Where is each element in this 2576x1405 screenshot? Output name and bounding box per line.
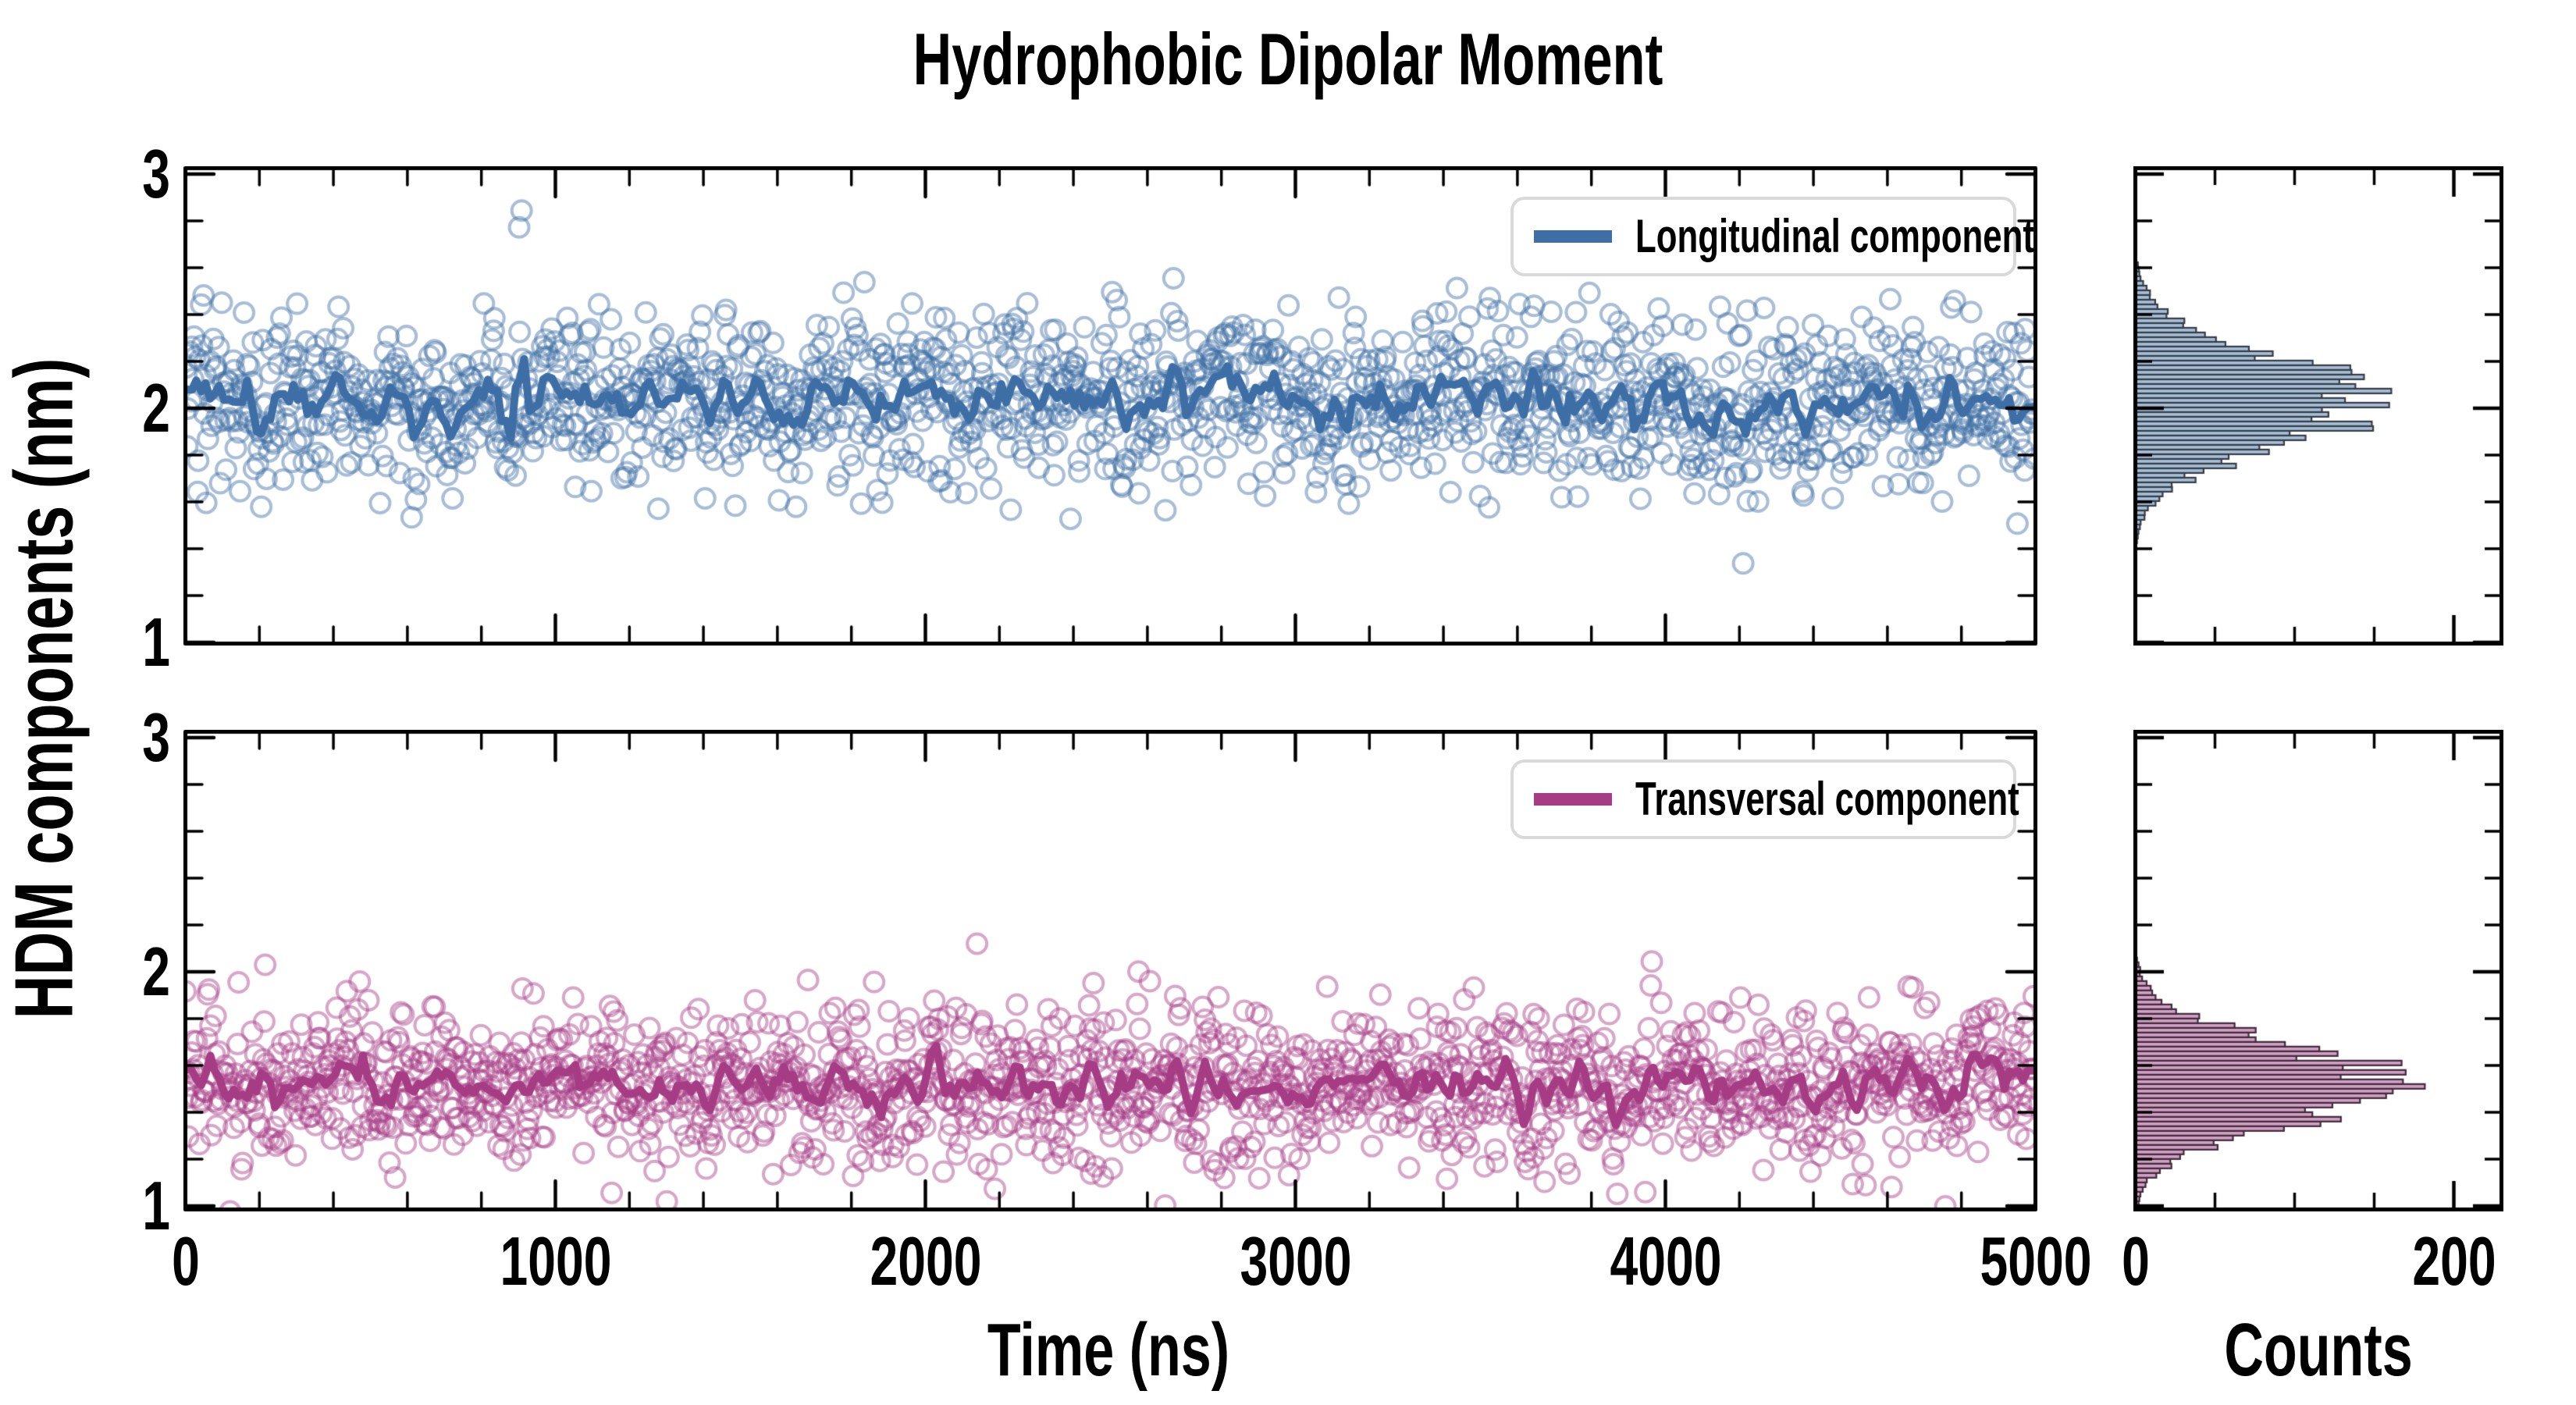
x-tick-label-5000-text: 5000 (1980, 1222, 2091, 1300)
x-tick-label-1000: 1000 (479, 1227, 632, 1296)
transversal-histogram-panel (2133, 730, 2503, 1211)
y-tick-label-bottom-1: 1 (132, 1172, 170, 1240)
chart-title-text: Hydrophobic Dipolar Moment (913, 18, 1663, 100)
y-tick-label-bottom-2-text: 2 (142, 933, 170, 1010)
longitudinal-histogram-canvas (2133, 166, 2503, 646)
x-tick-label-3000-text: 3000 (1240, 1222, 1351, 1300)
y-tick-label-top-2-text: 2 (142, 369, 170, 446)
counts-tick-label-200-text: 200 (2411, 1222, 2496, 1300)
legend-label-transversal: Transversal component (1635, 773, 2019, 825)
counts-axis-label: Counts (2224, 1308, 2413, 1392)
legend-swatch-transversal (1534, 793, 1612, 806)
y-tick-label-top-3: 3 (132, 140, 170, 208)
y-tick-label-top-1: 1 (132, 608, 170, 677)
y-axis-label: HDM components (nm) (0, 357, 91, 1019)
counts-tick-label-200: 200 (2396, 1227, 2511, 1296)
x-tick-label-4000-text: 4000 (1610, 1222, 1721, 1300)
legend-label-longitudinal: Longitudinal component (1635, 210, 2034, 262)
legend-longitudinal: Longitudinal component (1510, 197, 2034, 276)
longitudinal-histogram-panel (2133, 166, 2503, 646)
x-tick-label-2000-text: 2000 (870, 1222, 981, 1300)
y-tick-label-bottom-3-text: 3 (142, 699, 170, 776)
y-tick-label-top-2: 2 (132, 374, 170, 443)
x-tick-label-1000-text: 1000 (500, 1222, 611, 1300)
legend-swatch-longitudinal (1534, 230, 1612, 243)
x-tick-label-2000: 2000 (849, 1227, 1002, 1296)
x-tick-label-0-text: 0 (171, 1222, 200, 1300)
transversal-histogram-canvas (2133, 730, 2503, 1211)
x-tick-label-5000: 5000 (1959, 1227, 2112, 1296)
y-tick-label-bottom-1-text: 1 (142, 1167, 170, 1244)
y-tick-label-bottom-3: 3 (132, 703, 170, 772)
y-tick-label-top-3-text: 3 (142, 135, 170, 212)
counts-tick-label-0-text: 0 (2121, 1222, 2150, 1300)
y-tick-label-bottom-2: 2 (132, 937, 170, 1006)
x-axis-label: Time (ns) (987, 1308, 1230, 1392)
chart-title: Hydrophobic Dipolar Moment (0, 17, 2576, 101)
x-tick-label-0: 0 (166, 1227, 205, 1296)
counts-tick-label-0: 0 (2116, 1227, 2154, 1296)
x-tick-label-3000: 3000 (1219, 1227, 1372, 1296)
y-tick-label-top-1-text: 1 (142, 603, 170, 681)
x-tick-label-4000: 4000 (1589, 1227, 1742, 1296)
legend-transversal: Transversal component (1510, 759, 2019, 839)
